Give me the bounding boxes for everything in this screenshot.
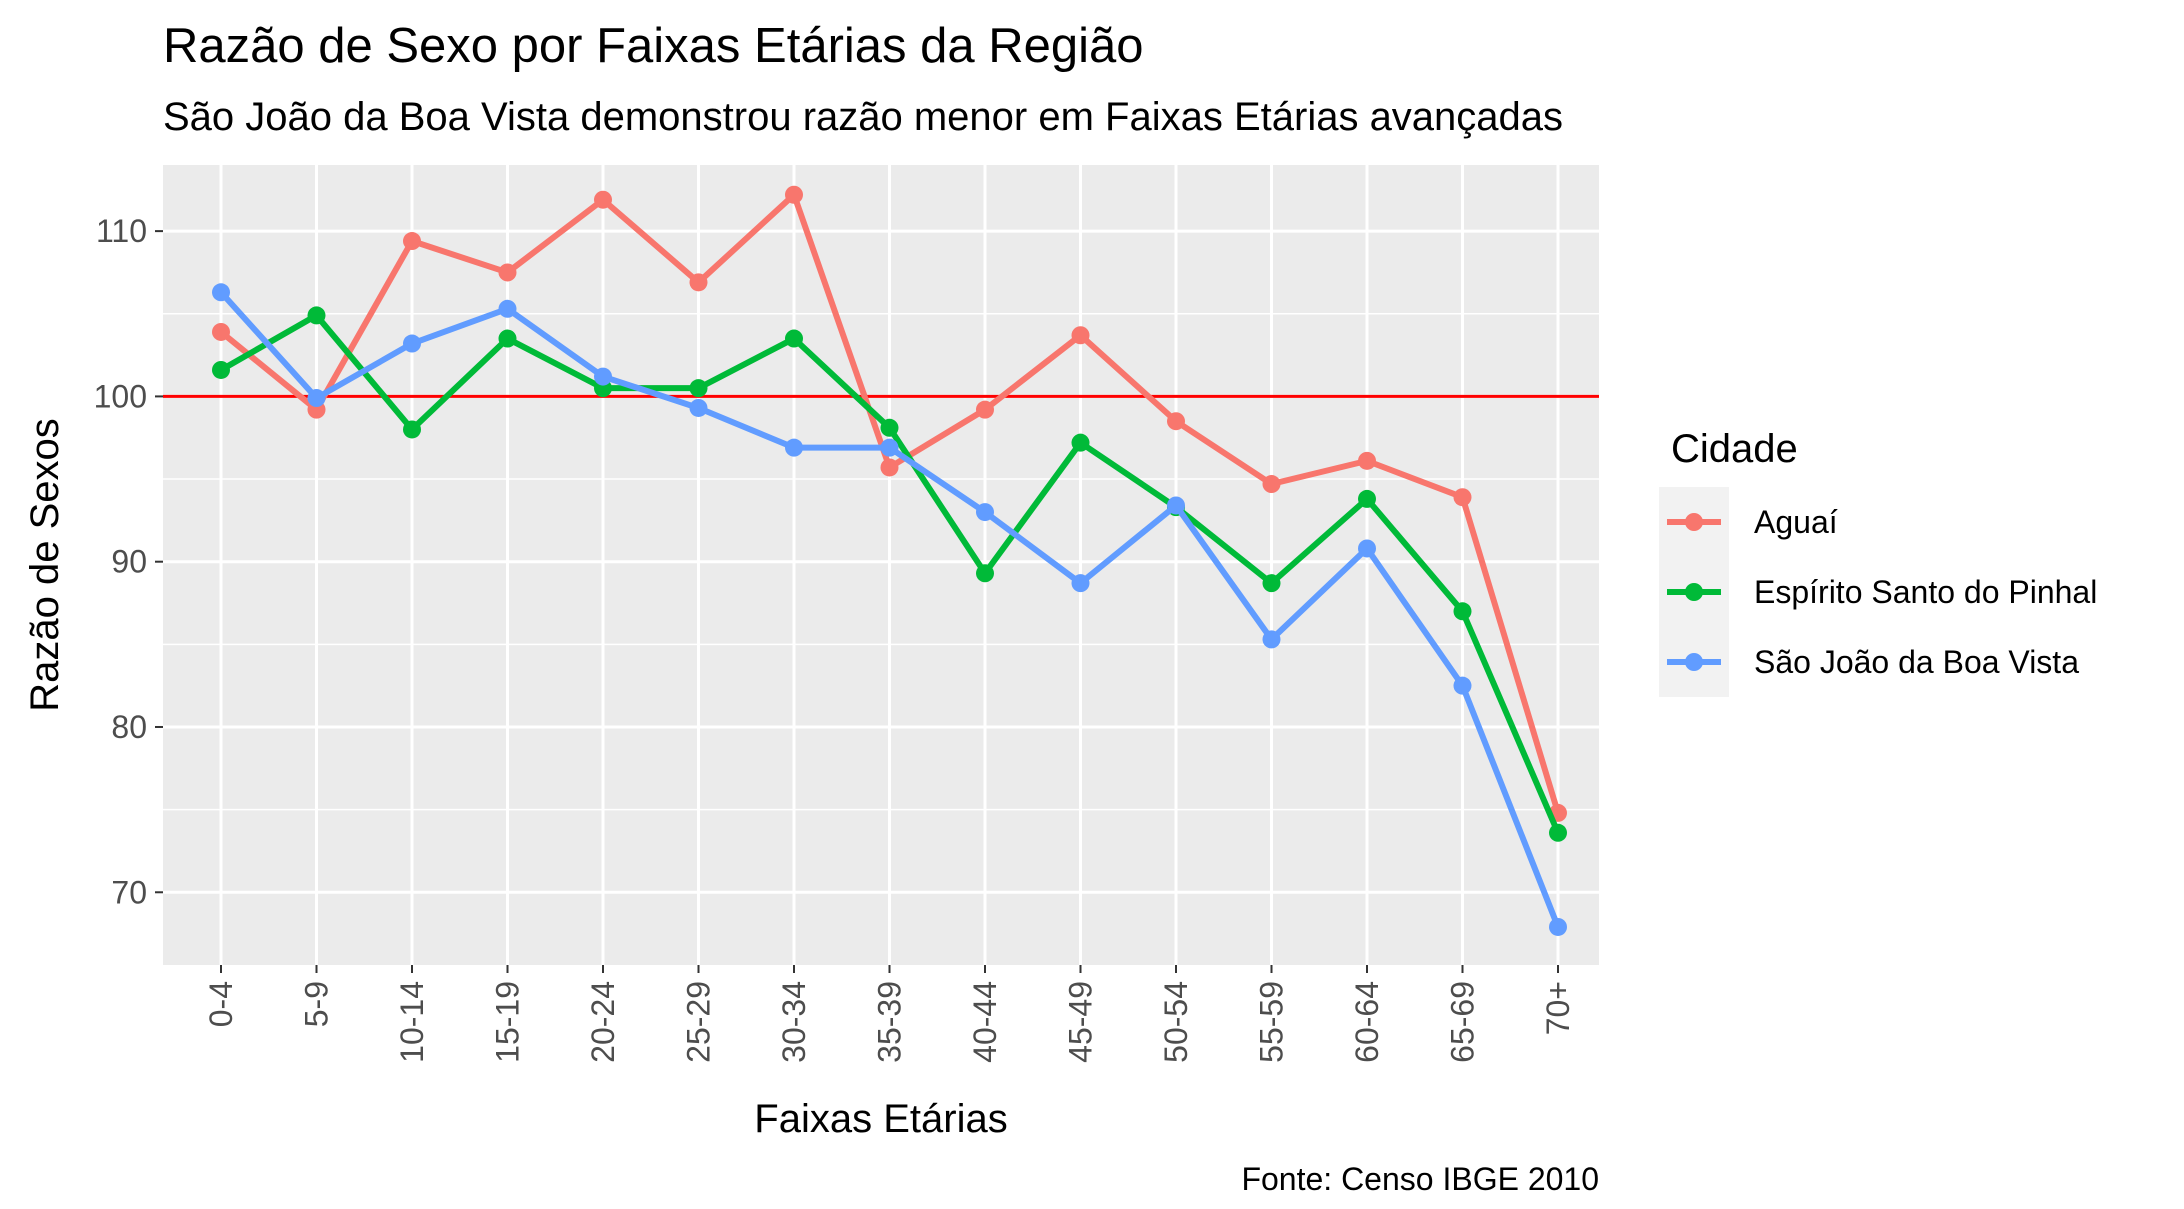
data-point [307,306,326,325]
data-point [594,367,612,386]
data-point [403,232,421,251]
data-point [1453,602,1472,621]
x-tick-label: 20-24 [585,981,621,1063]
data-point [689,379,708,398]
data-point [1071,574,1090,593]
chart-subtitle: São João da Boa Vista demonstrou razão m… [163,95,1563,139]
x-tick-label: 10-14 [394,981,430,1063]
y-axis: 70 80 90 100 110 [94,213,163,910]
data-point [1358,489,1376,508]
data-point [403,420,421,439]
data-point [403,334,421,353]
x-tick-label: 40-44 [967,981,1003,1063]
data-point [212,360,230,379]
data-point [880,418,899,437]
legend-label: Aguaí [1754,504,1838,540]
x-tick-label: 15-19 [490,981,526,1063]
x-tick-label: 0-4 [203,981,239,1027]
data-point [1167,496,1185,515]
chart-title: Razão de Sexo por Faixas Etárias da Regi… [163,19,1144,73]
y-tick-label: 90 [111,544,147,580]
y-tick-label: 100 [94,378,147,414]
data-point [1549,823,1567,842]
data-point [976,400,994,419]
data-point [1167,412,1185,431]
legend: Cidade Aguaí Espírito Santo do Pinhal São … [1659,427,2097,697]
data-point [880,438,899,457]
legend-key-point [1685,513,1703,531]
x-tick-label: 35-39 [872,981,908,1063]
legend-item: Espírito Santo do Pinhal [1659,557,2097,627]
data-point [689,273,708,292]
x-tick-label: 30-34 [776,981,812,1063]
legend-key-point [1685,653,1703,671]
data-point [498,299,517,318]
data-point [498,329,517,348]
y-axis-title: Razão de Sexos [23,418,67,712]
legend-item: Aguaí [1659,487,1838,557]
data-point [1071,326,1090,345]
x-tick-label: 70+ [1540,981,1576,1035]
data-point [1262,630,1281,649]
legend-keys: Aguaí Espírito Santo do Pinhal São João da… [1659,487,2097,697]
series-3 [212,283,1567,936]
x-axis: 0-4 5-9 10-14 15-19 20-24 25-29 30-34 35-39 40-4… [203,965,1576,1063]
data-point [785,329,803,348]
data-point [1549,917,1567,936]
data-point [976,503,994,522]
legend-title: Cidade [1671,427,1798,471]
x-tick-label: 65-69 [1445,981,1481,1063]
data-point [212,283,230,302]
data-point [307,389,326,408]
y-tick-label: 70 [111,874,147,910]
x-tick-label: 45-49 [1063,981,1099,1063]
y-tick-label: 110 [96,213,147,249]
plot-panel [163,165,1599,965]
data-point [498,263,517,282]
data-point [1262,574,1281,593]
y-tick-label: 80 [111,709,147,745]
data-point [785,185,803,204]
data-point [880,458,899,477]
x-tick-label: 5-9 [299,981,335,1027]
series-group [212,185,1567,936]
data-point [689,398,708,417]
chart-caption: Fonte: Censo IBGE 2010 [1241,1161,1599,1197]
data-point [1453,488,1472,507]
legend-key-point [1685,583,1703,601]
x-tick-label: 60-64 [1349,981,1385,1063]
grid-minor [163,313,1599,811]
data-point [1453,676,1472,695]
x-axis-title: Faixas Etárias [754,1097,1007,1141]
x-tick-label: 25-29 [681,981,717,1063]
x-tick-label: 55-59 [1254,981,1290,1063]
data-point [976,564,994,583]
data-point [1358,539,1376,558]
data-point [1358,451,1376,470]
legend-label: São João da Boa Vista [1754,644,2079,680]
data-point [1071,433,1090,452]
data-point [594,190,612,209]
data-point [1262,475,1281,494]
data-point [785,438,803,457]
x-tick-label: 50-54 [1158,981,1194,1063]
legend-item: São João da Boa Vista [1659,627,2079,697]
legend-label: Espírito Santo do Pinhal [1754,574,2097,610]
data-point [212,322,230,341]
